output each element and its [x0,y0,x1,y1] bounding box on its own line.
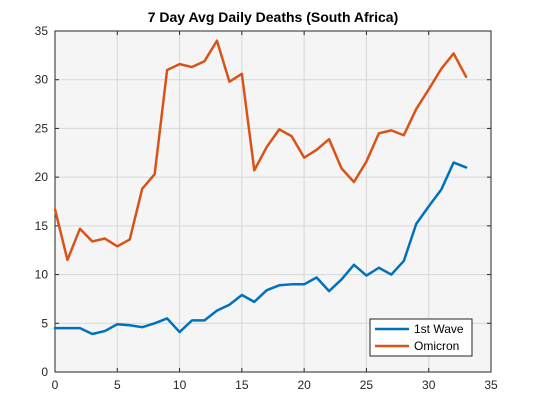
axis-ticks: 0 5 10 15 20 25 30 35 0 5 10 15 20 25 30 35 [35,24,498,392]
plot-area [54,30,492,373]
series-lines [53,39,468,336]
series-line-1st-wave [53,161,468,336]
y-tick-label: 25 [35,121,49,135]
y-tick-label: 30 [35,73,49,87]
series-line-omicron [53,39,468,262]
x-tick-label: 35 [484,378,498,392]
y-tick-label: 15 [35,219,49,233]
legend-box [369,318,473,357]
legend-label: 1st Wave [414,322,464,336]
x-tick-label: 15 [235,378,249,392]
chart-title: 7 Day Avg Daily Deaths (South Africa) [148,9,399,25]
legend: 1st Wave Omicron [369,318,473,357]
y-tick-label: 35 [35,24,49,38]
x-tick-label: 30 [422,378,436,392]
x-tick-label: 25 [360,378,374,392]
x-tick-label: 0 [52,378,59,392]
legend-label: Omicron [414,339,459,353]
x-tick-label: 10 [173,378,187,392]
x-tick-label: 20 [297,378,311,392]
y-tick-label: 0 [41,365,48,379]
y-tick-label: 5 [41,316,48,330]
y-tick-label: 20 [35,170,49,184]
y-tick-label: 10 [35,268,49,282]
x-tick-label: 5 [114,378,121,392]
